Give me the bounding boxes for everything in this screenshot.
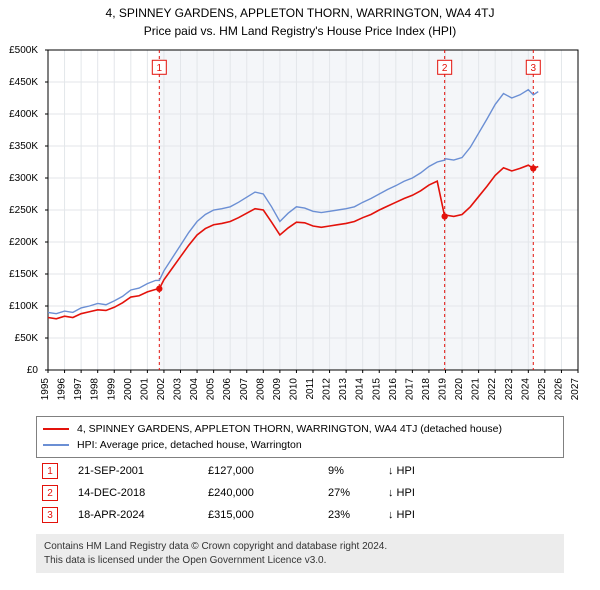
transaction-price: £315,000 — [208, 509, 328, 521]
svg-text:2027: 2027 — [570, 378, 581, 401]
transaction-row: 1 21-SEP-2001£127,0009%↓ HPI — [36, 460, 564, 482]
svg-text:£500K: £500K — [9, 45, 38, 56]
svg-text:2015: 2015 — [371, 378, 382, 401]
legend-label: HPI: Average price, detached house, Warr… — [77, 439, 302, 451]
svg-text:£50K: £50K — [15, 333, 39, 344]
chart-svg: £0£50K£100K£150K£200K£250K£300K£350K£400… — [42, 46, 590, 406]
transaction-price: £240,000 — [208, 487, 328, 499]
svg-text:£400K: £400K — [9, 109, 38, 120]
svg-text:2017: 2017 — [404, 378, 415, 401]
transaction-marker: 2 — [42, 485, 58, 501]
transaction-table: 121-SEP-2001£127,0009%↓ HPI214-DEC-2018£… — [36, 460, 564, 526]
svg-text:£450K: £450K — [9, 77, 38, 88]
svg-text:£300K: £300K — [9, 173, 38, 184]
svg-text:1999: 1999 — [106, 378, 117, 401]
svg-text:2007: 2007 — [239, 378, 250, 401]
svg-text:1: 1 — [157, 63, 163, 74]
svg-text:2019: 2019 — [438, 378, 449, 401]
svg-text:3: 3 — [531, 63, 537, 74]
svg-text:2004: 2004 — [189, 378, 200, 401]
legend-swatch — [43, 444, 69, 446]
transaction-date: 18-APR-2024 — [78, 509, 208, 521]
svg-text:2018: 2018 — [421, 378, 432, 401]
transaction-pct: 27% — [328, 487, 388, 499]
transaction-date: 21-SEP-2001 — [78, 465, 208, 477]
svg-text:2021: 2021 — [471, 378, 482, 401]
transaction-price: £127,000 — [208, 465, 328, 477]
svg-text:2023: 2023 — [504, 378, 515, 401]
svg-text:£0: £0 — [27, 365, 39, 376]
svg-text:2014: 2014 — [355, 378, 366, 401]
svg-text:1995: 1995 — [40, 378, 51, 401]
svg-text:2025: 2025 — [537, 378, 548, 401]
transaction-date: 14-DEC-2018 — [78, 487, 208, 499]
svg-text:2024: 2024 — [520, 378, 531, 401]
svg-text:2005: 2005 — [206, 378, 217, 401]
svg-text:2026: 2026 — [553, 378, 564, 401]
transaction-marker: 1 — [42, 463, 58, 479]
legend-swatch — [43, 428, 69, 430]
transaction-pct: 9% — [328, 465, 388, 477]
transaction-vs-hpi: ↓ HPI — [388, 509, 415, 521]
chart-title-address: 4, SPINNEY GARDENS, APPLETON THORN, WARR… — [0, 0, 600, 20]
svg-text:2016: 2016 — [388, 378, 399, 401]
svg-text:1998: 1998 — [90, 378, 101, 401]
legend-label: 4, SPINNEY GARDENS, APPLETON THORN, WARR… — [77, 423, 502, 435]
legend: 4, SPINNEY GARDENS, APPLETON THORN, WARR… — [36, 416, 564, 458]
footer-line-2: This data is licensed under the Open Gov… — [44, 554, 556, 568]
svg-text:2011: 2011 — [305, 378, 316, 400]
transaction-row: 2 14-DEC-2018£240,00027%↓ HPI — [36, 482, 564, 504]
transaction-vs-hpi: ↓ HPI — [388, 487, 415, 499]
svg-text:£150K: £150K — [9, 269, 38, 280]
legend-item: 4, SPINNEY GARDENS, APPLETON THORN, WARR… — [43, 421, 557, 437]
svg-text:2012: 2012 — [322, 378, 333, 401]
transaction-pct: 23% — [328, 509, 388, 521]
footer-line-1: Contains HM Land Registry data © Crown c… — [44, 540, 556, 554]
svg-text:2001: 2001 — [139, 378, 150, 401]
transaction-marker: 3 — [42, 507, 58, 523]
svg-text:2008: 2008 — [255, 378, 266, 401]
svg-text:1996: 1996 — [57, 378, 68, 401]
svg-text:£200K: £200K — [9, 237, 38, 248]
svg-text:2000: 2000 — [123, 378, 134, 401]
svg-text:2022: 2022 — [487, 378, 498, 401]
plot-area: £0£50K£100K£150K£200K£250K£300K£350K£400… — [42, 46, 590, 406]
svg-text:2: 2 — [442, 63, 448, 74]
svg-text:2003: 2003 — [173, 378, 184, 401]
attribution-footer: Contains HM Land Registry data © Crown c… — [36, 534, 564, 573]
chart-subtitle: Price paid vs. HM Land Registry's House … — [0, 20, 600, 38]
svg-text:£250K: £250K — [9, 205, 38, 216]
svg-text:2013: 2013 — [338, 378, 349, 401]
svg-text:2006: 2006 — [222, 378, 233, 401]
legend-item: HPI: Average price, detached house, Warr… — [43, 437, 557, 453]
chart-container: 4, SPINNEY GARDENS, APPLETON THORN, WARR… — [0, 0, 600, 590]
svg-text:2020: 2020 — [454, 378, 465, 401]
transaction-vs-hpi: ↓ HPI — [388, 465, 415, 477]
svg-text:2010: 2010 — [288, 378, 299, 401]
svg-text:2002: 2002 — [156, 378, 167, 401]
svg-text:1997: 1997 — [73, 378, 84, 401]
svg-text:£350K: £350K — [9, 141, 38, 152]
svg-text:£100K: £100K — [9, 301, 38, 312]
svg-text:2009: 2009 — [272, 378, 283, 401]
transaction-row: 3 18-APR-2024£315,00023%↓ HPI — [36, 504, 564, 526]
